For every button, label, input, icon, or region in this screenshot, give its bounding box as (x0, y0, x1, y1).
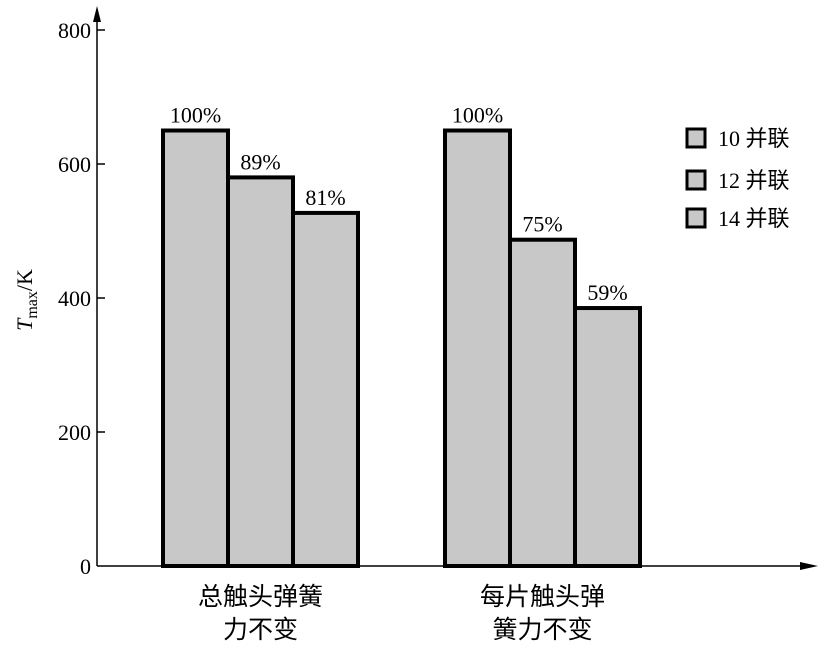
bar-data-label: 75% (522, 212, 562, 237)
category-label: 总触头弹簧 (198, 583, 323, 611)
bar (291, 210, 360, 568)
bar-data-label: 100% (170, 103, 221, 128)
legend-label: 12 并联 (718, 168, 790, 193)
y-tick-label: 800 (58, 18, 91, 43)
y-tick-label: 0 (80, 554, 91, 579)
bar-data-label: 100% (452, 103, 503, 128)
legend-swatch (685, 169, 707, 191)
category-label: 力不变 (223, 616, 298, 644)
category-label: 每片触头弹 (480, 583, 605, 611)
bar (573, 306, 642, 568)
y-tick-label: 400 (58, 286, 91, 311)
legend-swatch (685, 127, 707, 149)
legend-label: 10 并联 (718, 126, 790, 151)
bar (443, 128, 512, 568)
bar-data-label: 59% (587, 280, 627, 305)
y-axis-label: Tmax/K (12, 269, 41, 331)
bar (508, 237, 577, 569)
legend-swatch (685, 207, 707, 229)
y-axis-arrow-icon (93, 6, 101, 22)
x-axis-arrow-icon (800, 562, 818, 570)
bar-data-label: 81% (305, 185, 345, 210)
y-tick-label: 200 (58, 420, 91, 445)
y-tick-label: 600 (58, 152, 91, 177)
bar-data-label: 89% (240, 149, 280, 174)
bar (161, 128, 230, 568)
legend-label: 14 并联 (718, 206, 790, 231)
bar (226, 175, 295, 568)
category-label: 簧力不变 (492, 616, 592, 644)
